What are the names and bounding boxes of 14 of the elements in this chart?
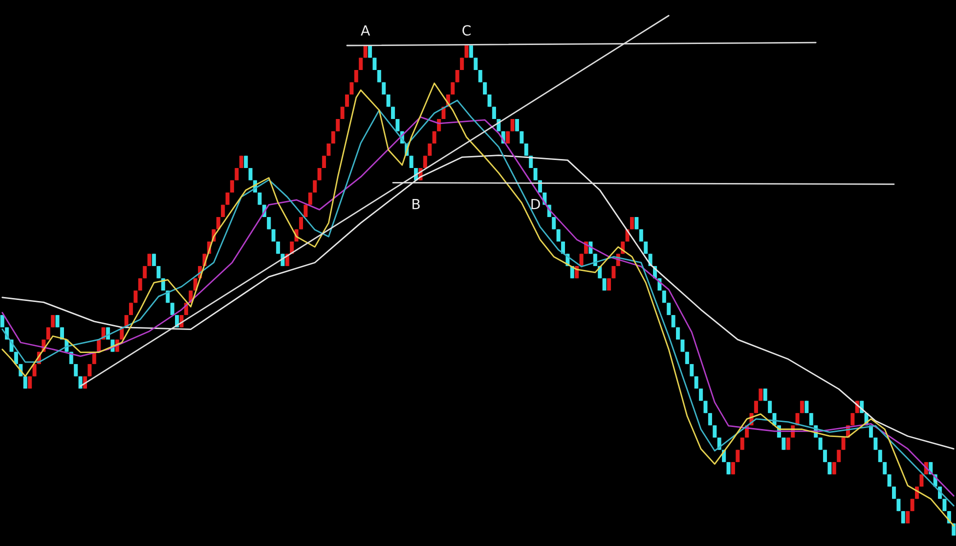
text: C <box>462 25 471 36</box>
candlestick <box>354 70 358 83</box>
text: D <box>531 198 540 210</box>
candlestick <box>358 57 363 70</box>
candlestick <box>478 70 482 83</box>
candlestick <box>474 57 478 70</box>
candlestick <box>336 118 340 132</box>
text: B <box>412 198 420 210</box>
candlestick <box>832 462 836 475</box>
candlestick <box>258 192 262 206</box>
candlestick <box>234 168 239 181</box>
text: A <box>360 25 370 36</box>
candlestick <box>377 70 382 83</box>
candlestick <box>455 70 460 83</box>
